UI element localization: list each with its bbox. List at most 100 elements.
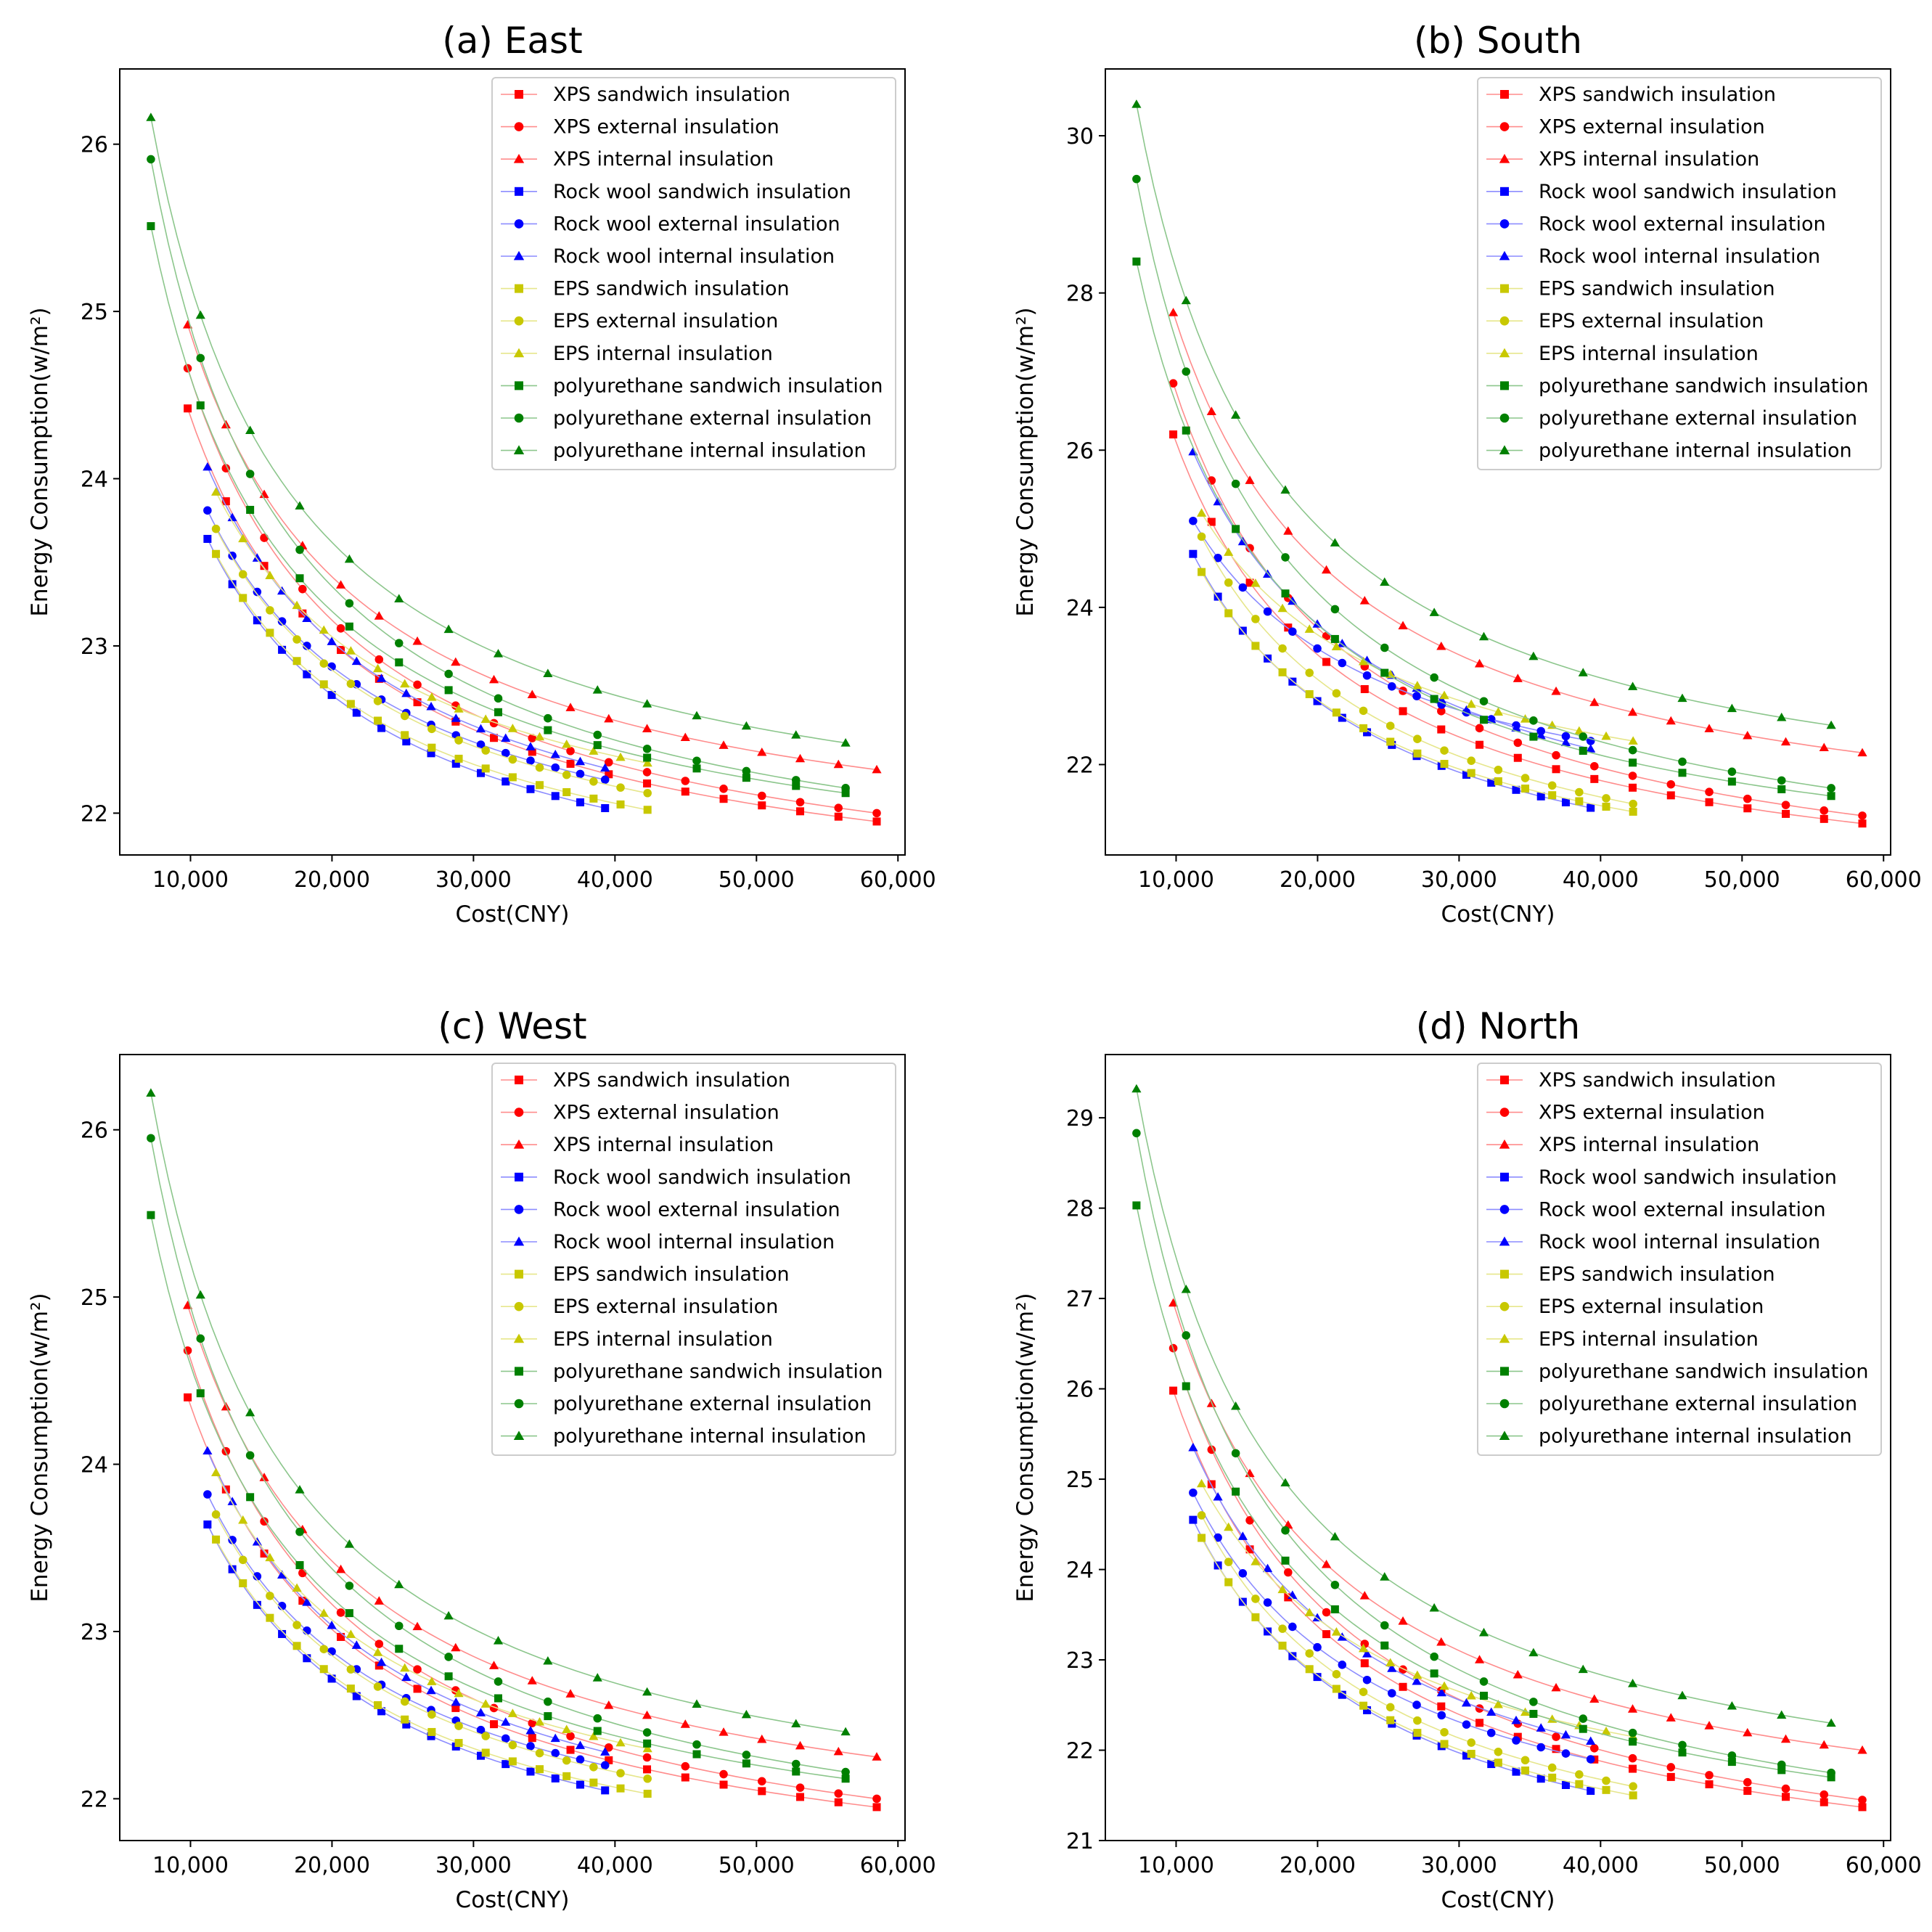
data-point	[346, 700, 355, 708]
legend-marker	[1499, 250, 1510, 261]
legend-marker	[513, 348, 525, 358]
data-point	[1536, 792, 1545, 801]
data-point	[1430, 673, 1438, 682]
data-point	[1224, 1558, 1233, 1566]
data-point	[319, 680, 328, 689]
data-point	[1474, 658, 1485, 668]
data-point	[195, 1290, 205, 1299]
data-point	[1552, 1732, 1560, 1741]
data-point	[238, 1515, 248, 1524]
data-point	[1782, 1793, 1790, 1801]
data-point	[147, 222, 155, 231]
data-point	[413, 1685, 422, 1693]
data-point	[412, 636, 422, 645]
data-point	[551, 1774, 560, 1782]
legend-label: XPS external insulation	[553, 116, 779, 139]
data-point	[528, 748, 536, 756]
data-point	[1512, 1736, 1520, 1745]
legend-marker	[515, 1269, 523, 1279]
data-point	[1284, 1593, 1293, 1602]
data-point	[427, 692, 437, 701]
data-point	[1305, 689, 1314, 698]
data-point	[600, 763, 610, 772]
data-point	[1182, 426, 1190, 435]
data-point	[376, 1657, 387, 1666]
data-point	[477, 1751, 486, 1760]
data-point	[451, 1642, 461, 1652]
data-point	[508, 755, 517, 764]
data-point	[1826, 720, 1836, 729]
data-point	[1666, 791, 1675, 800]
data-point	[508, 1757, 517, 1766]
data-point	[1602, 803, 1610, 811]
data-point	[1857, 748, 1867, 757]
data-point	[412, 1621, 422, 1631]
chart-title: (a) East	[442, 20, 582, 62]
data-point	[1586, 744, 1596, 753]
data-point	[1480, 716, 1489, 724]
data-point	[1536, 1775, 1545, 1783]
legend-label: Rock wool internal insulation	[553, 1231, 835, 1253]
data-point	[1198, 1534, 1206, 1542]
data-point	[351, 656, 361, 666]
data-point	[758, 1787, 766, 1796]
data-point	[451, 657, 461, 666]
data-point	[1338, 1690, 1346, 1699]
legend-label: EPS external insulation	[1539, 1295, 1764, 1318]
data-point	[1512, 1767, 1520, 1776]
legend-marker	[515, 1367, 523, 1376]
data-point	[245, 1451, 255, 1460]
data-point	[1429, 1603, 1439, 1612]
data-point	[589, 1778, 598, 1787]
data-point	[642, 758, 652, 767]
legend-label: Rock wool internal insulation	[553, 245, 835, 268]
data-point	[642, 1728, 652, 1737]
data-point	[319, 659, 328, 668]
data-point	[1857, 1745, 1867, 1754]
data-point	[454, 704, 464, 713]
legend-marker	[1500, 1076, 1509, 1084]
legend-marker	[1500, 284, 1509, 293]
chart-title: (c) West	[438, 1005, 586, 1047]
data-point	[1589, 697, 1600, 706]
legend: XPS sandwich insulation XPS external insu…	[1477, 1063, 1882, 1456]
data-point	[834, 803, 843, 812]
data-point	[1189, 1515, 1198, 1524]
data-point	[1362, 671, 1372, 680]
data-point	[1629, 1737, 1637, 1746]
data-point	[1487, 778, 1496, 787]
data-point	[372, 663, 383, 673]
data-point	[791, 1759, 801, 1769]
data-point	[1321, 1560, 1332, 1568]
x-tick-label: 60,000	[1846, 1853, 1922, 1878]
legend-marker	[514, 413, 524, 423]
data-point	[147, 155, 155, 164]
data-point	[245, 425, 255, 435]
x-axis-label: Cost(CNY)	[456, 1887, 570, 1913]
data-point	[527, 689, 537, 699]
data-point	[292, 600, 302, 610]
data-point	[680, 1719, 690, 1728]
data-point	[444, 1672, 453, 1681]
data-point	[562, 1756, 571, 1765]
data-point	[1131, 1084, 1142, 1093]
y-tick-label: 22	[81, 801, 108, 827]
data-point	[1858, 1803, 1867, 1812]
data-point	[1436, 1637, 1446, 1646]
data-point	[1552, 765, 1560, 774]
data-point	[1304, 1608, 1314, 1616]
data-point	[642, 1743, 652, 1753]
data-point	[1677, 1690, 1687, 1700]
data-point	[374, 716, 382, 725]
data-point	[1313, 644, 1322, 653]
legend-marker	[1500, 187, 1509, 196]
data-point	[1513, 753, 1522, 762]
data-point	[327, 1647, 336, 1656]
data-point	[1629, 807, 1637, 816]
data-point	[526, 1767, 535, 1776]
data-point	[454, 1739, 463, 1748]
data-point	[1224, 1578, 1233, 1587]
data-point	[589, 1763, 598, 1772]
data-point	[1529, 1698, 1538, 1706]
data-point	[1213, 1533, 1222, 1542]
